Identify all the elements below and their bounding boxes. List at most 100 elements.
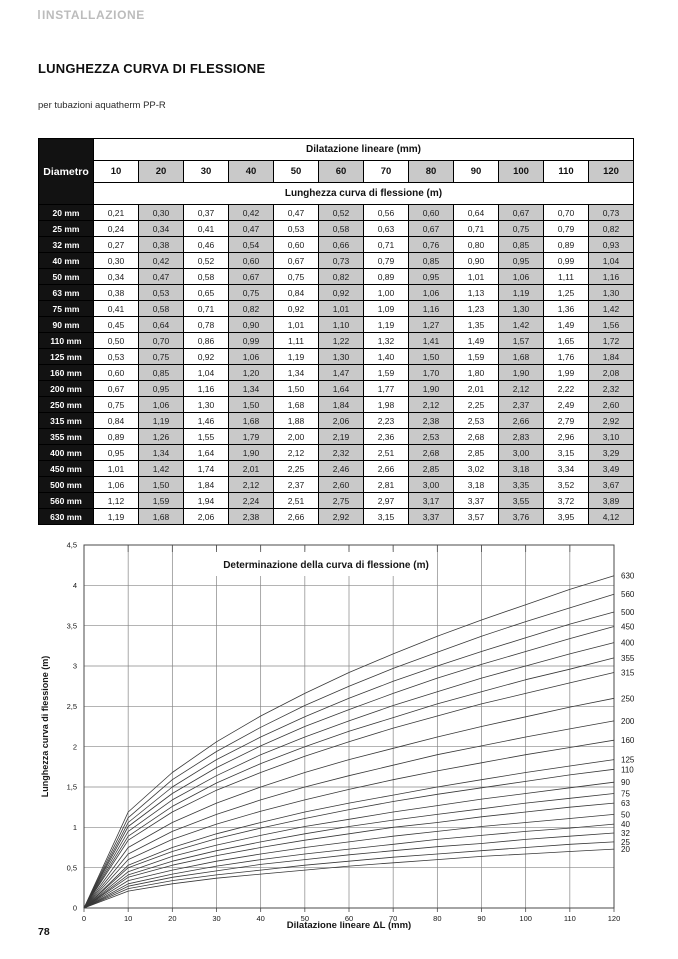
table-cell: 2,08: [588, 364, 634, 381]
table-cell: 1,49: [543, 316, 589, 333]
curve-label: 25: [621, 838, 630, 847]
table-cell: 3,17: [408, 492, 454, 509]
table-cell: 1,79: [228, 428, 274, 445]
table-cell: 1,26: [138, 428, 184, 445]
curve-110: [83, 768, 615, 909]
table-cell: 1,19: [363, 316, 409, 333]
table-cell: 3,15: [543, 444, 589, 461]
table-cell: 2,60: [318, 476, 364, 493]
table-cell: 0,27: [93, 236, 139, 253]
table-cell: 1,22: [318, 332, 364, 349]
table-cell: 3,00: [498, 444, 544, 461]
y-tick-label: 3,5: [67, 621, 77, 630]
table-cell: 2,81: [363, 476, 409, 493]
y-tick-label: 0,5: [67, 863, 77, 872]
table-cell: 0,92: [318, 284, 364, 301]
curve-50: [83, 814, 615, 909]
table-cell: 1,76: [543, 348, 589, 365]
table-cell: 1,50: [228, 396, 274, 413]
table-row: 400 mm 0,95 1,34 1,64 1,90 2,12 2,32 2,51 2,68 2,…: [38, 444, 634, 461]
table-cell: 0,84: [273, 284, 319, 301]
table-cell: 1,01: [318, 300, 364, 317]
table-cell: 0,21: [93, 204, 139, 221]
table-cell: 0,82: [228, 300, 274, 317]
table-cell: 1,34: [273, 364, 319, 381]
table-cell: 0,78: [183, 316, 229, 333]
table-cell: 0,70: [138, 332, 184, 349]
table-cell: 1,36: [543, 300, 589, 317]
column-header: 80: [408, 160, 454, 183]
table-cell: 3,95: [543, 508, 589, 525]
table-cell: 1,34: [138, 444, 184, 461]
table-cell: 2,51: [363, 444, 409, 461]
table-cell: 0,85: [408, 252, 454, 269]
column-header: 120: [588, 160, 634, 183]
row-label-diameter: 20 mm: [38, 204, 94, 221]
table-cell: 1,27: [408, 316, 454, 333]
y-tick-label: 4,5: [67, 541, 77, 550]
table-cell: 1,46: [183, 412, 229, 429]
table-cell: 0,89: [363, 268, 409, 285]
flexion-length-table: Diametro Dilatazione lineare (mm) 10 20 30…: [38, 138, 634, 525]
table-cell: 2,92: [588, 412, 634, 429]
table-cell: 1,59: [138, 492, 184, 509]
table-cell: 1,57: [498, 332, 544, 349]
table-cell: 1,09: [363, 300, 409, 317]
table-cell: 1,68: [228, 412, 274, 429]
table-cell: 1,30: [588, 284, 634, 301]
table-cell: 0,42: [228, 204, 274, 221]
table-cell: 1,12: [93, 492, 139, 509]
table-colgroup-header: Dilatazione lineare (mm): [93, 138, 634, 161]
table-cell: 1,42: [588, 300, 634, 317]
table-cell: 1,50: [273, 380, 319, 397]
table-cell: 1,01: [453, 268, 499, 285]
table-cell: 2,25: [273, 460, 319, 477]
table-body: 20 mm 0,21 0,30 0,37 0,42 0,47 0,52 0,56 0,60 0,6…: [38, 204, 634, 525]
table-cell: 2,37: [273, 476, 319, 493]
x-tick-label: 100: [519, 914, 532, 923]
table-cell: 0,38: [138, 236, 184, 253]
table-cell: 0,67: [498, 204, 544, 221]
row-label-diameter: 110 mm: [38, 332, 94, 349]
curve-25: [83, 841, 615, 909]
curve-label: 63: [621, 799, 630, 808]
curve-label: 160: [621, 736, 635, 745]
curve-250: [83, 697, 615, 909]
curve-560: [83, 593, 615, 909]
table-cell: 1,06: [138, 396, 184, 413]
table-cell: 0,80: [453, 236, 499, 253]
table-cell: 1,06: [228, 348, 274, 365]
table-cell: 0,47: [138, 268, 184, 285]
table-cell: 2,22: [543, 380, 589, 397]
table-cell: 0,53: [93, 348, 139, 365]
x-tick-label: 90: [477, 914, 485, 923]
table-row: 90 mm 0,45 0,64 0,78 0,90 1,01 1,10 1,19 1,27 1,3…: [38, 316, 634, 333]
page-number: 78: [38, 926, 50, 938]
table-cell: 2,49: [543, 396, 589, 413]
table-cell: 3,18: [453, 476, 499, 493]
table-cell: 0,41: [183, 220, 229, 237]
table-row: 560 mm 1,12 1,59 1,94 2,24 2,51 2,75 2,97 3,17 3,…: [38, 492, 634, 509]
table-row: 450 mm 1,01 1,42 1,74 2,01 2,25 2,46 2,66 2,85 3,…: [38, 460, 634, 477]
table-cell: 1,01: [93, 460, 139, 477]
table-row: 355 mm 0,89 1,26 1,55 1,79 2,00 2,19 2,36 2,53 2,…: [38, 428, 634, 445]
table-cell: 1,72: [588, 332, 634, 349]
table-cell: 3,76: [498, 508, 544, 525]
table-cell: 0,89: [93, 428, 139, 445]
row-label-diameter: 450 mm: [38, 460, 94, 477]
table-cell: 1,06: [498, 268, 544, 285]
column-header: 70: [363, 160, 409, 183]
table-cell: 0,53: [138, 284, 184, 301]
table-cell: 3,15: [363, 508, 409, 525]
y-tick-label: 1: [73, 823, 77, 832]
table-cell: 2,53: [453, 412, 499, 429]
table-cell: 1,47: [318, 364, 364, 381]
table-cell: 3,37: [408, 508, 454, 525]
y-tick-label: 1,5: [67, 783, 77, 792]
table-cell: 4,12: [588, 508, 634, 525]
curve-160: [83, 739, 615, 909]
table-cell: 1,74: [183, 460, 229, 477]
table-cell: 2,12: [228, 476, 274, 493]
table-cell: 0,58: [183, 268, 229, 285]
table-cell: 0,75: [138, 348, 184, 365]
